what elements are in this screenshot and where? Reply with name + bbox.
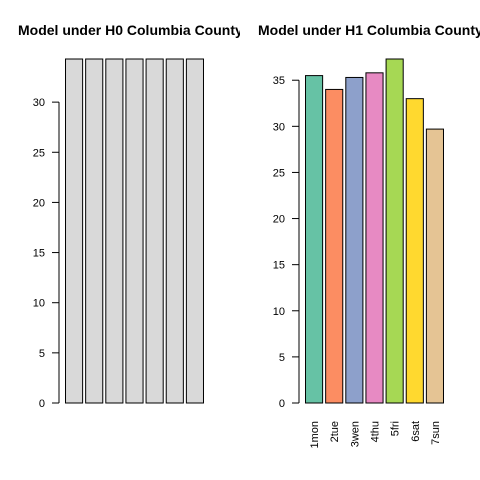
h1-y-tick-label: 5	[279, 352, 285, 364]
h1-x-tick-label: 5fri	[390, 421, 402, 436]
h0-bar-5fri	[145, 58, 164, 404]
h0-y-tick-label: 0	[39, 398, 45, 410]
h1-x-tick-label: 6sat	[410, 421, 422, 442]
h1-x-tick-label: 4thu	[370, 421, 382, 442]
h1-y-tick-label: 20	[273, 214, 285, 226]
h1-bar-6sat	[405, 98, 424, 404]
h1-y-tick-label: 35	[273, 75, 285, 87]
h1-chart-title: Model under H1 Columbia County	[258, 22, 480, 38]
h0-y-tick-label: 10	[33, 298, 45, 310]
h1-x-tick-label: 3wen	[349, 421, 361, 447]
h1-bars	[305, 58, 444, 404]
h1-bar-1mon	[305, 75, 324, 404]
h0-y-axis: 0 5 10 15 20 25 30	[33, 97, 60, 410]
h1-y-tick-label: 25	[273, 167, 285, 179]
panel-divider-mask	[240, 18, 258, 42]
h1-bar-chart: Model under H1 Columbia County 0 5 10 15 20 2…	[258, 22, 480, 449]
h0-y-tick-label: 25	[33, 147, 45, 159]
h1-bar-5fri	[385, 58, 404, 404]
h1-y-tick-label: 0	[279, 398, 285, 410]
h0-y-tick-label: 30	[33, 97, 45, 109]
h0-bar-3wen	[105, 58, 124, 404]
h1-x-tick-label: 1mon	[309, 421, 321, 449]
h1-bar-3wen	[345, 76, 364, 404]
h1-x-labels: 1mon 2tue 3wen 4thu 5fri 6sat 7sun	[309, 421, 442, 449]
h1-bar-2tue	[325, 88, 344, 404]
h1-x-tick-label: 7sun	[430, 421, 442, 445]
h0-bar-2tue	[85, 58, 104, 404]
h0-bar-4thu	[125, 58, 144, 404]
h1-x-tick-label: 2tue	[329, 421, 341, 442]
h0-y-tick-label: 20	[33, 197, 45, 209]
h0-bar-6sat	[165, 58, 184, 404]
h1-y-axis: 0 5 10 15 20 25 30 35	[273, 75, 300, 410]
h0-bar-7sun	[185, 58, 204, 404]
h1-bar-7sun	[425, 128, 444, 404]
h0-bars	[65, 58, 204, 404]
h0-chart-title: Model under H0 Columbia County	[18, 22, 243, 38]
h1-y-tick-label: 15	[273, 260, 285, 272]
h0-y-tick-label: 5	[39, 348, 45, 360]
h1-y-tick-label: 30	[273, 121, 285, 133]
h0-y-tick-label: 15	[33, 248, 45, 260]
h0-bar-1mon	[65, 58, 84, 404]
h1-bar-4thu	[365, 72, 384, 404]
h0-bar-chart: Model under H0 Columbia County 0 5 10 15 20 2…	[18, 22, 243, 410]
h1-y-tick-label: 10	[273, 306, 285, 318]
